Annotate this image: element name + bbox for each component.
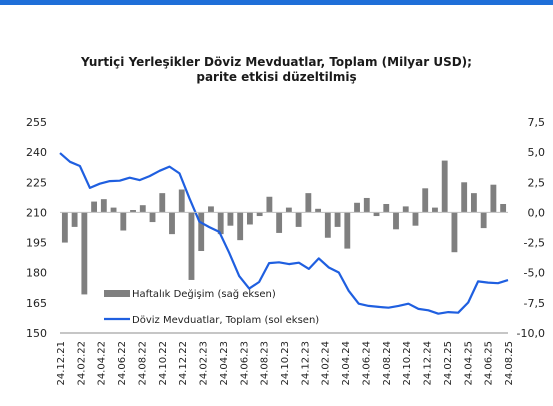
- right-tick-label: -7,5: [524, 297, 545, 310]
- left-tick-label: 210: [26, 206, 47, 219]
- right-tick-label: 7,5: [528, 116, 546, 129]
- x-tick-label: 24.12.21: [56, 341, 67, 386]
- bar: [441, 160, 448, 213]
- left-tick-label: 240: [26, 146, 47, 159]
- bar: [354, 202, 360, 213]
- legend: Haftalık Değişim (sağ eksen) Döviz Mevdu…: [104, 288, 319, 326]
- left-tick-label: 195: [26, 237, 47, 250]
- left-tick-label: 180: [26, 267, 47, 280]
- bar: [432, 207, 438, 213]
- x-tick-label: 24.02.24: [321, 341, 332, 386]
- bar: [315, 208, 322, 213]
- bar: [237, 212, 244, 241]
- bar: [373, 212, 380, 217]
- right-tick-label: -2,5: [524, 237, 545, 250]
- bar: [178, 189, 185, 213]
- bar: [393, 212, 399, 230]
- bar: [412, 212, 419, 226]
- x-tick-label: 24.04.23: [219, 341, 230, 386]
- bar: [480, 212, 487, 229]
- x-tick-label: 24.08.23: [260, 341, 271, 386]
- right-tick-label: 2,5: [528, 176, 546, 189]
- bar: [470, 193, 477, 213]
- bar: [324, 212, 331, 238]
- bar: [256, 212, 263, 217]
- chart-title: Yurtiçi Yerleşikler Döviz Mevduatlar, To…: [0, 55, 553, 85]
- weekly-change-bars: [61, 160, 507, 295]
- x-tick-label: 24.10.24: [402, 341, 413, 386]
- x-tick-label: 24.08.25: [504, 341, 515, 386]
- x-tick-label: 24.06.23: [239, 341, 250, 386]
- x-tick-label: 24.08.24: [382, 341, 393, 386]
- x-tick-label: 24.04.22: [97, 341, 108, 386]
- right-tick-label: -10,0: [517, 327, 545, 340]
- bar: [490, 184, 497, 213]
- bar: [149, 212, 156, 223]
- x-tick-label: 24.10.23: [280, 341, 291, 386]
- bar: [500, 203, 507, 213]
- x-tick-label: 24.06.24: [361, 341, 372, 386]
- bar: [71, 212, 78, 227]
- bar: [276, 212, 283, 233]
- x-tick-label: 24.12.23: [300, 341, 311, 386]
- x-tick-label: 24.12.22: [178, 341, 189, 386]
- x-tick-label: 24.02.22: [76, 341, 87, 386]
- left-axis-ticks: 255 240 225 210 195 180 165 150: [26, 116, 47, 340]
- x-tick-label: 24.12.24: [423, 341, 434, 386]
- bar: [402, 206, 409, 213]
- bar: [130, 210, 136, 213]
- bar: [266, 196, 273, 213]
- bar: [227, 212, 234, 226]
- bar: [198, 212, 205, 252]
- bar: [91, 201, 98, 213]
- right-axis-ticks: 7,5 5,0 2,5 0,0 -2,5 -5,0 -7,5 -10,0: [517, 116, 545, 340]
- bar: [110, 207, 117, 213]
- left-tick-label: 255: [26, 116, 47, 129]
- bar: [169, 212, 175, 235]
- bar: [305, 193, 312, 213]
- deposits-line: [59, 152, 509, 315]
- bar: [159, 193, 166, 213]
- x-tick-label: 24.06.22: [117, 341, 128, 386]
- right-tick-label: 0,0: [528, 206, 546, 219]
- right-tick-label: -5,0: [524, 267, 545, 280]
- x-tick-label: 24.04.25: [463, 341, 474, 386]
- bar: [139, 205, 146, 213]
- legend-bar-swatch: [104, 290, 130, 297]
- bar: [461, 182, 468, 213]
- bar: [295, 212, 302, 227]
- top-accent-bar: [0, 0, 553, 5]
- left-tick-label: 225: [26, 176, 47, 189]
- x-tick-label: 24.02.25: [443, 341, 454, 386]
- chart-title-line-2: parite etkisi düzeltilmiş: [196, 70, 357, 84]
- bar: [81, 212, 88, 295]
- x-tick-label: 24.08.22: [137, 341, 148, 386]
- x-tick-label: 24.04.24: [341, 341, 352, 386]
- bar: [451, 212, 458, 253]
- bar: [422, 188, 429, 213]
- bar: [120, 212, 127, 231]
- bar: [334, 212, 341, 227]
- x-tick-label: 24.10.22: [158, 341, 169, 386]
- x-tick-label: 24.02.23: [199, 341, 210, 386]
- bar: [383, 203, 390, 213]
- x-tick-label: 24.06.25: [484, 341, 495, 386]
- left-tick-label: 150: [26, 327, 47, 340]
- left-tick-label: 165: [26, 297, 47, 310]
- x-axis-ticks: 24.12.21 24.02.22 24.04.22 24.06.22 24.08.22…: [56, 341, 515, 386]
- legend-line-label: Döviz Mevduatlar, Toplam (sol eksen): [132, 315, 319, 326]
- bar: [61, 212, 68, 243]
- bar: [363, 197, 370, 213]
- legend-bar-label: Haftalık Değişim (sağ eksen): [132, 288, 276, 300]
- bar: [246, 212, 253, 225]
- bar: [100, 199, 107, 213]
- bar: [285, 207, 292, 213]
- bar: [208, 206, 214, 213]
- bar: [217, 212, 224, 235]
- bar: [188, 212, 195, 280]
- right-tick-label: 5,0: [528, 146, 546, 159]
- bar: [344, 212, 351, 249]
- chart-title-line-1: Yurtiçi Yerleşikler Döviz Mevduatlar, To…: [81, 55, 472, 69]
